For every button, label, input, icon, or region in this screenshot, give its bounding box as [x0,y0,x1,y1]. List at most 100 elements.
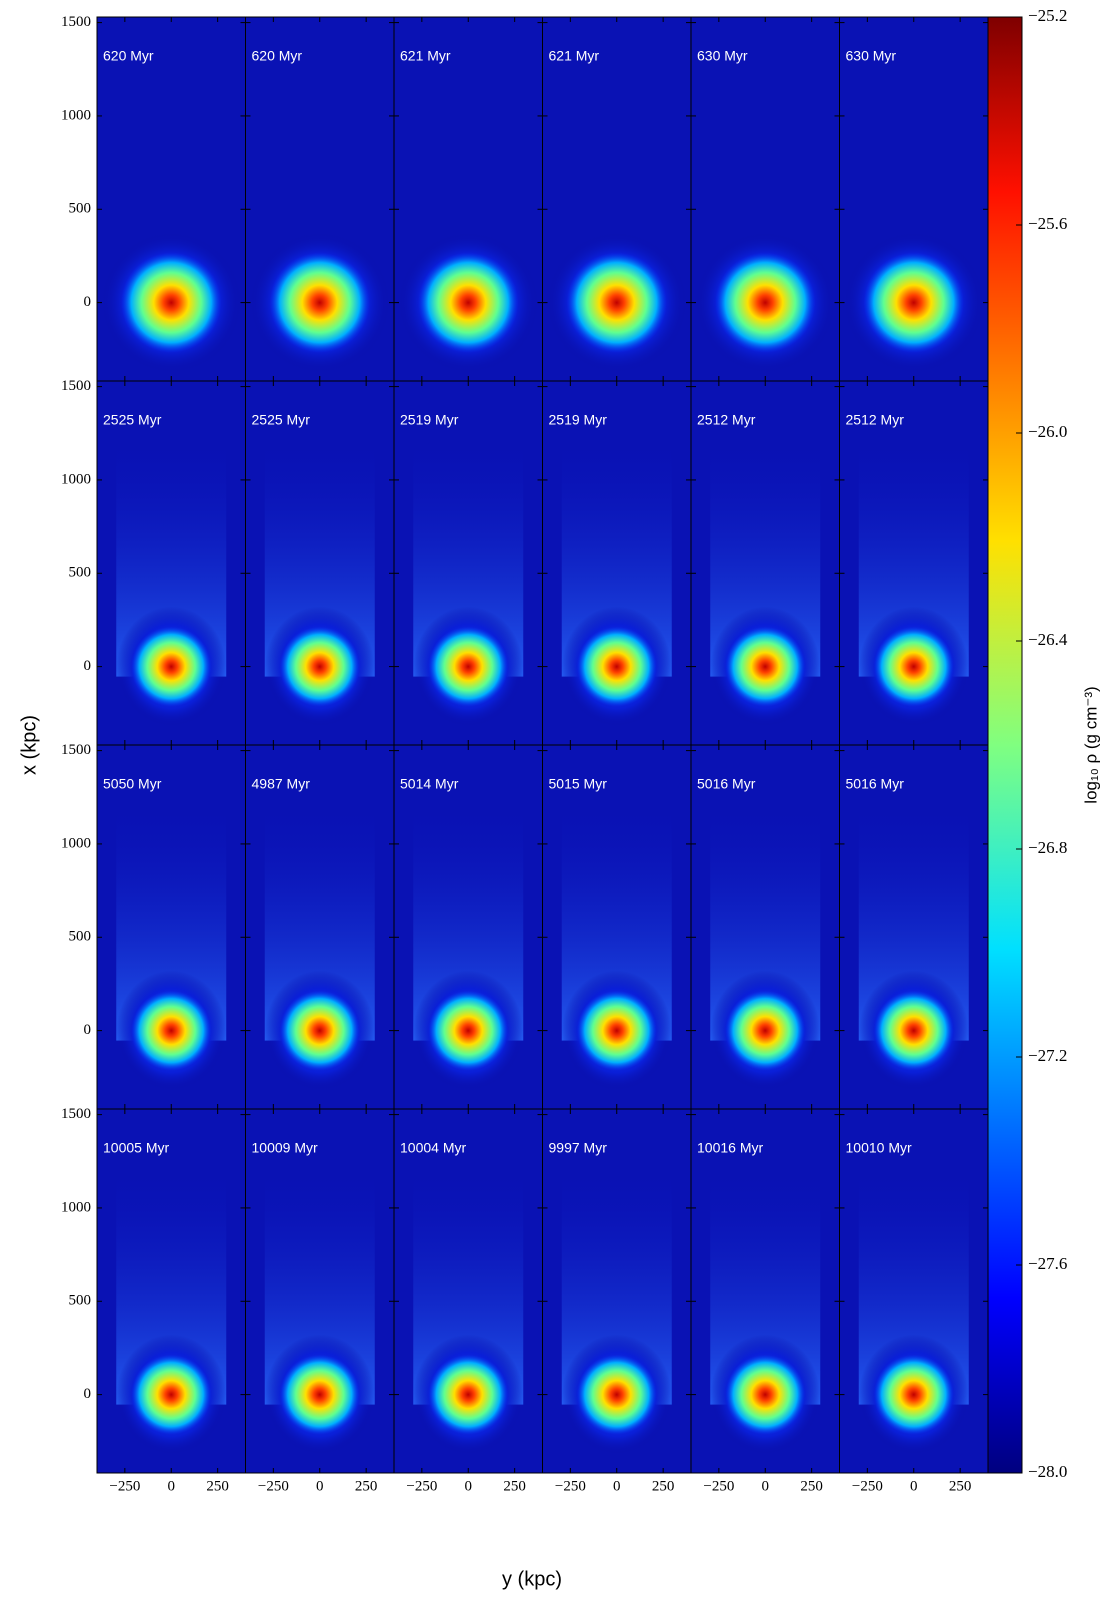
x-tick-label: 250 [800,1478,823,1494]
panel-label: 10016 Myr [697,1140,763,1156]
x-tick-label: 0 [762,1478,770,1494]
core [418,252,519,353]
panel-label: 5050 Myr [103,776,162,792]
y-tick-label: 1000 [61,835,91,851]
panel-field [116,805,227,1091]
core [428,1354,509,1435]
core [279,626,360,707]
x-tick-label: −250 [703,1478,734,1494]
core [873,990,954,1071]
y-tick-label: 0 [84,1386,92,1402]
y-tick-label: 1000 [61,107,91,123]
y-tick-label: 0 [84,294,92,310]
y-tick-label: 1500 [61,378,91,394]
panel-label: 630 Myr [697,48,748,64]
x-tick-label: 250 [652,1478,675,1494]
core [715,252,816,353]
core [725,626,806,707]
core [121,252,222,353]
panel-field [710,805,821,1091]
panel-label: 10004 Myr [400,1140,466,1156]
x-tick-label: 0 [465,1478,473,1494]
panel-field [546,232,687,373]
x-tick-label: 250 [355,1478,378,1494]
panel-label: 10005 Myr [103,1140,169,1156]
panel-label: 10010 Myr [846,1140,912,1156]
panel-field [858,441,969,727]
y-tick-label: 0 [84,1022,92,1038]
panel-field [858,1169,969,1455]
panel-label: 2525 Myr [252,412,311,428]
panel-field [843,232,984,373]
y-axis-label: x (kpc) [18,715,40,775]
y-tick-label: 1500 [61,14,91,30]
colorbar-tick-label: −26.8 [1028,838,1067,857]
colorbar-label: log₁₀ ρ (g cm⁻³) [1081,686,1100,803]
x-tick-label: −250 [852,1478,883,1494]
core [873,626,954,707]
y-tick-label: 1500 [61,1106,91,1122]
x-tick-label: −250 [109,1478,140,1494]
panel-field [561,1169,672,1455]
x-tick-label: 0 [613,1478,621,1494]
panels: 620 Myr 620 Myr 621 Myr 621 Myr 630 Myr 630 M… [96,16,989,1474]
x-tick-label: 0 [168,1478,176,1494]
core [863,252,964,353]
panel-field [858,805,969,1091]
y-tick-label: 500 [69,1293,92,1309]
colorbar [987,16,1023,1474]
panel-label: 10009 Myr [252,1140,318,1156]
panel-field [710,441,821,727]
panel-field [264,441,375,727]
x-axis-label: y (kpc) [502,1568,562,1590]
panel-label: 620 Myr [252,48,303,64]
core [873,1354,954,1435]
panel-label: 5014 Myr [400,776,459,792]
y-tick-label: 0 [84,658,92,674]
colorbar-tick-label: −26.0 [1028,422,1067,441]
core [576,626,657,707]
x-tick-label: 0 [316,1478,324,1494]
colorbar-tick-label: −26.4 [1028,630,1068,649]
panel-field [398,232,539,373]
colorbar-tick-label: −27.6 [1028,1254,1067,1273]
core [428,626,509,707]
y-tick-label: 1500 [61,742,91,758]
core [131,990,212,1071]
panel-field [101,232,242,373]
panel-label: 2512 Myr [697,412,756,428]
colorbar-tick-label: −28.0 [1028,1462,1067,1481]
panel-field [710,1169,821,1455]
colorbar-tick-label: −27.2 [1028,1046,1067,1065]
core [576,1354,657,1435]
panel-field [413,441,524,727]
core [279,990,360,1071]
panel-label: 2519 Myr [549,412,608,428]
panel-label: 621 Myr [400,48,451,64]
core [566,252,667,353]
plot-frame [96,16,989,1474]
x-tick-label: −250 [406,1478,437,1494]
y-tick-label: 1000 [61,1199,91,1215]
x-tick-label: 250 [206,1478,229,1494]
panel-field [561,441,672,727]
y-tick-label: 500 [69,201,92,217]
panel-label: 5016 Myr [697,776,756,792]
panel-label: 4987 Myr [252,776,311,792]
panel-label: 5016 Myr [846,776,905,792]
x-tick-label: 0 [910,1478,918,1494]
core [725,990,806,1071]
panel-field [116,441,227,727]
panel-field [413,805,524,1091]
core [269,252,370,353]
y-tick-label: 500 [69,929,92,945]
panel-field [116,1169,227,1455]
panel-label: 630 Myr [846,48,897,64]
panel-label: 620 Myr [103,48,154,64]
core [279,1354,360,1435]
panel-field [413,1169,524,1455]
panel-label: 9997 Myr [549,1140,608,1156]
x-tick-label: −250 [258,1478,289,1494]
core [131,626,212,707]
